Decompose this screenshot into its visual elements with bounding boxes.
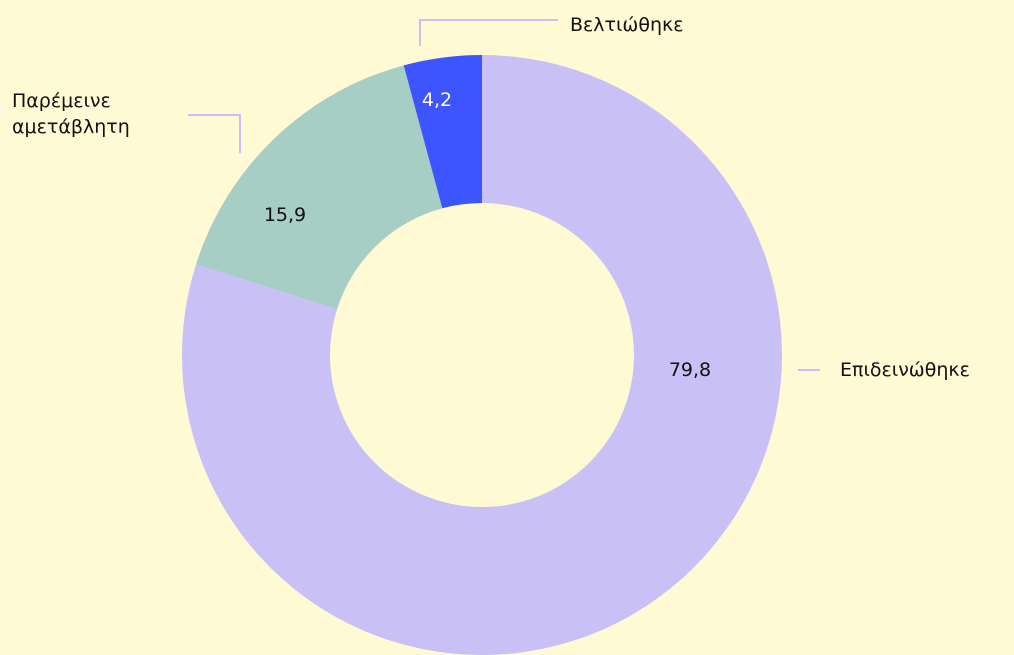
donut-slice	[195, 65, 443, 310]
category-label: Επιδεινώθηκε	[840, 359, 970, 381]
category-label: Βελτιώθηκε	[570, 14, 684, 36]
donut-slice	[182, 55, 783, 655]
value-label: 15,9	[263, 204, 307, 226]
donut-slice	[403, 55, 482, 209]
category-label: Παρέμεινε αμετάβλητη	[12, 90, 130, 138]
value-label: 79,8	[668, 359, 712, 381]
leader-line	[188, 114, 241, 153]
leader-line	[419, 19, 558, 46]
value-label: 4,2	[421, 89, 453, 111]
